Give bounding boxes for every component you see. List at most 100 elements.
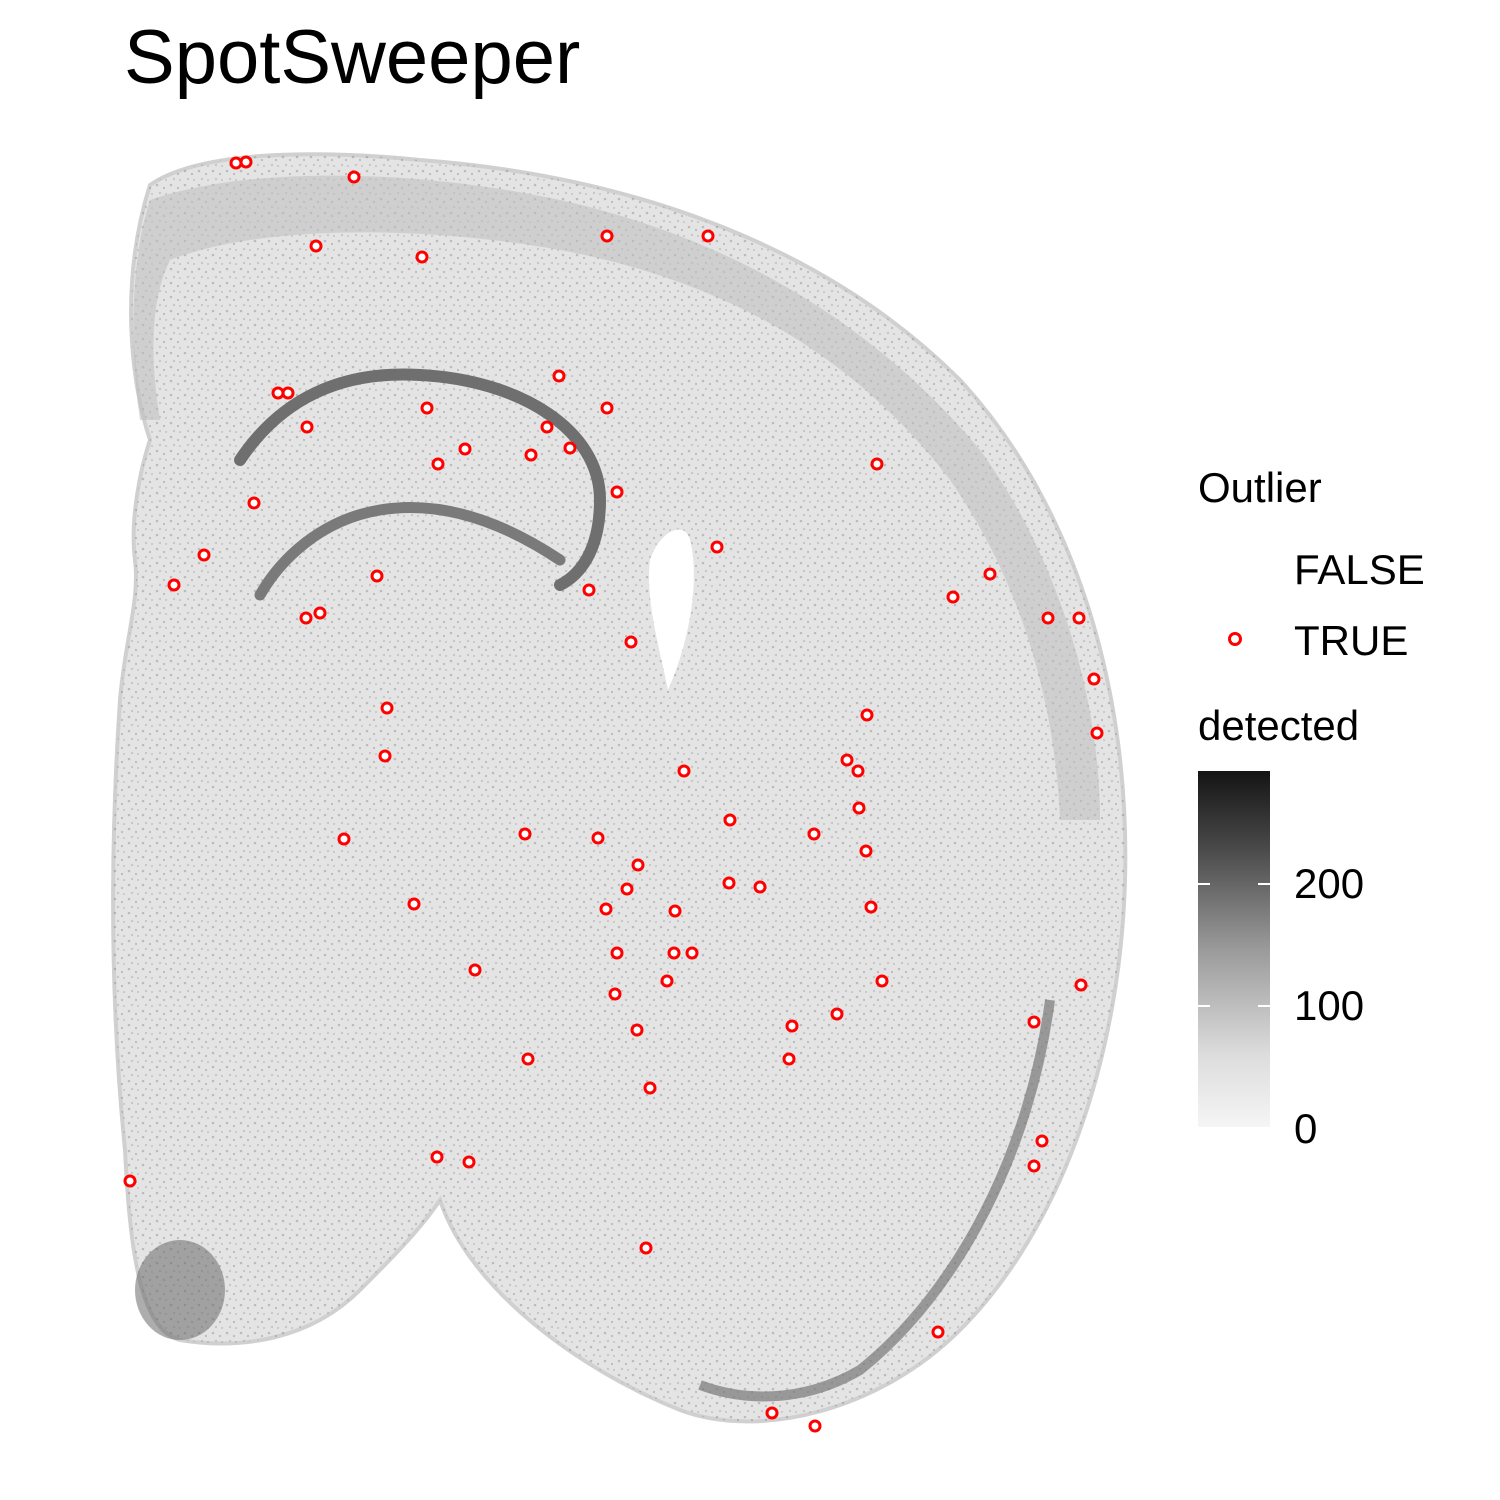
outlier-point	[782, 1052, 796, 1066]
outlier-point	[337, 832, 351, 846]
outlier-point	[1072, 611, 1086, 625]
colorbar-tick	[1198, 1005, 1210, 1007]
outlier-point	[415, 250, 429, 264]
colorbar-tick	[1258, 883, 1270, 885]
outlier-point	[370, 569, 384, 583]
outlier-point	[610, 946, 624, 960]
outlier-point	[864, 900, 878, 914]
outlier-point	[677, 764, 691, 778]
hippocampus-inner-layer	[254, 502, 566, 601]
colorbar-label-100: 100	[1294, 982, 1365, 1029]
outlier-point	[430, 1150, 444, 1164]
outlier-point	[420, 401, 434, 415]
outlier-point	[462, 1155, 476, 1169]
outlier-point	[753, 880, 767, 894]
outlier-point	[281, 386, 295, 400]
outlier-point	[668, 904, 682, 918]
legend-title-outlier: Outlier	[1198, 464, 1322, 511]
outlier-point	[563, 441, 577, 455]
outlier-point	[830, 1007, 844, 1021]
outlier-point	[552, 369, 566, 383]
outlier-point	[239, 155, 253, 169]
colorbar-tick	[1198, 883, 1210, 885]
outlier-point	[299, 611, 313, 625]
outlier-point	[458, 442, 472, 456]
outlier-point	[1041, 611, 1055, 625]
outlier-point	[722, 876, 736, 890]
outlier-point	[859, 844, 873, 858]
outlier-point	[468, 963, 482, 977]
legend-title-detected: detected	[1198, 702, 1360, 749]
outlier-point	[313, 606, 327, 620]
outlier-point	[946, 590, 960, 604]
outlier-point	[631, 858, 645, 872]
outlier-point	[983, 567, 997, 581]
outlier-point	[765, 1406, 779, 1420]
colorbar-label-0: 0	[1294, 1105, 1318, 1152]
outlier-point	[710, 540, 724, 554]
dark-lower-left-region	[135, 1240, 225, 1340]
outlier-point	[582, 583, 596, 597]
outlier-point	[123, 1174, 137, 1188]
outlier-point	[643, 1081, 657, 1095]
outlier-point	[620, 882, 634, 896]
outlier-point	[1027, 1159, 1041, 1173]
outlier-point	[667, 946, 681, 960]
outlier-point	[723, 813, 737, 827]
outer-rim	[698, 999, 1055, 1402]
outlier-point	[931, 1325, 945, 1339]
outlier-point	[840, 753, 854, 767]
tissue-texture	[113, 154, 1126, 1422]
outlier-point	[600, 401, 614, 415]
cortex-band	[133, 175, 1100, 820]
outlier-point	[247, 496, 261, 510]
outlier-point	[639, 1241, 653, 1255]
outlier-point	[524, 448, 538, 462]
outlier-point	[600, 229, 614, 243]
outlier-point	[197, 548, 211, 562]
colorbar-tick	[1258, 1005, 1270, 1007]
outlier-point	[229, 156, 243, 170]
outlier-point	[378, 749, 392, 763]
legend-key-true: TRUE	[1294, 617, 1409, 664]
legend: Outlier FALSE TRUE detected 200 100 0	[1198, 462, 1488, 1182]
outlier-point	[380, 701, 394, 715]
colorbar-label-200: 200	[1294, 860, 1365, 907]
outlier-point	[630, 1023, 644, 1037]
ventricle	[649, 529, 694, 690]
outlier-point	[347, 170, 361, 184]
outlier-point	[1087, 672, 1101, 686]
outlier-point	[599, 902, 613, 916]
outlier-point	[808, 1419, 822, 1433]
outlier-point	[591, 831, 605, 845]
outlier-point	[807, 827, 821, 841]
legend-outlier-symbol	[1228, 632, 1242, 646]
outlier-point	[1027, 1015, 1041, 1029]
outlier-point	[608, 987, 622, 1001]
outlier-point	[167, 578, 181, 592]
outlier-point	[870, 457, 884, 471]
outlier-point	[852, 801, 866, 815]
outlier-point	[701, 229, 715, 243]
outlier-point	[518, 827, 532, 841]
outlier-points	[123, 155, 1104, 1433]
outlier-point	[660, 974, 674, 988]
outlier-point	[309, 239, 323, 253]
outlier-point	[431, 457, 445, 471]
outlier-point	[407, 897, 421, 911]
outlier-point	[540, 420, 554, 434]
outlier-point	[1035, 1134, 1049, 1148]
outlier-point	[875, 974, 889, 988]
detected-colorbar	[1198, 771, 1270, 1127]
outlier-point	[300, 420, 314, 434]
outlier-point	[851, 764, 865, 778]
outlier-point	[685, 946, 699, 960]
outlier-point	[785, 1019, 799, 1033]
outlier-point	[1074, 978, 1088, 992]
legend-key-false: FALSE	[1294, 546, 1425, 593]
outlier-point	[610, 485, 624, 499]
outlier-point	[860, 708, 874, 722]
chart-title: SpotSweeper	[124, 15, 581, 100]
outlier-point	[624, 635, 638, 649]
